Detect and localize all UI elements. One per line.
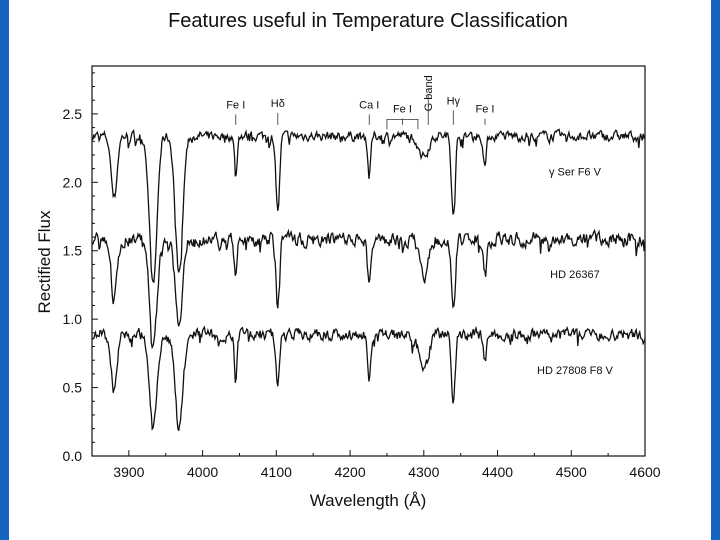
y-tick-label: 2.5 xyxy=(63,106,83,122)
spectrum-line xyxy=(91,325,646,431)
x-axis: 3900 4000 4100 4200 4300 4400 4500 4600 xyxy=(91,450,661,480)
feature-label: Hγ xyxy=(447,95,461,107)
series-label: γ Ser F6 V xyxy=(549,166,602,178)
y-tick-label: 2.0 xyxy=(63,174,83,190)
y-tick-label: 0.0 xyxy=(63,448,83,464)
spectrum-line xyxy=(92,228,646,350)
y-tick-label: 1.5 xyxy=(63,243,83,259)
feature-labels: Fe I Hδ Ca I Fe I G band Hγ Fe I xyxy=(226,75,495,130)
right-side-bar xyxy=(711,0,720,540)
series-layer xyxy=(91,128,646,431)
y-tick-label: 1.0 xyxy=(63,311,83,327)
feature-label: Fe I xyxy=(476,104,495,116)
feature-label: Fe I xyxy=(393,104,412,116)
spectrum-line xyxy=(91,128,646,284)
x-tick-label: 4200 xyxy=(334,464,365,480)
x-tick-label: 4500 xyxy=(556,464,587,480)
feature-label: Hδ xyxy=(271,98,285,110)
x-tick-label: 3900 xyxy=(113,464,144,480)
series-label: HD 26367 xyxy=(550,269,600,281)
plot-frame xyxy=(91,65,646,457)
x-tick-label: 4100 xyxy=(261,464,292,480)
feature-bracket xyxy=(386,118,419,130)
x-tick-label: 4600 xyxy=(629,464,660,480)
x-tick-label: 4300 xyxy=(408,464,439,480)
y-tick-label: 0.5 xyxy=(63,380,83,396)
x-axis-label: Wavelength (Å) xyxy=(310,491,427,510)
left-side-bar xyxy=(0,0,9,540)
slide-title: Features useful in Temperature Classific… xyxy=(168,10,568,32)
y-axis-label: Rectified Flux xyxy=(35,210,54,313)
x-tick-label: 4400 xyxy=(482,464,513,480)
x-tick-label: 4000 xyxy=(187,464,218,480)
feature-label: G band xyxy=(423,75,435,111)
series-label: HD 27808 F8 V xyxy=(537,365,613,377)
feature-label: Ca I xyxy=(359,99,379,111)
feature-label: Fe I xyxy=(226,99,245,111)
series-labels: γ Ser F6 V HD 26367 HD 27808 F8 V xyxy=(537,166,613,376)
y-axis: 0.0 0.5 1.0 1.5 2.0 2.5 xyxy=(63,72,98,464)
